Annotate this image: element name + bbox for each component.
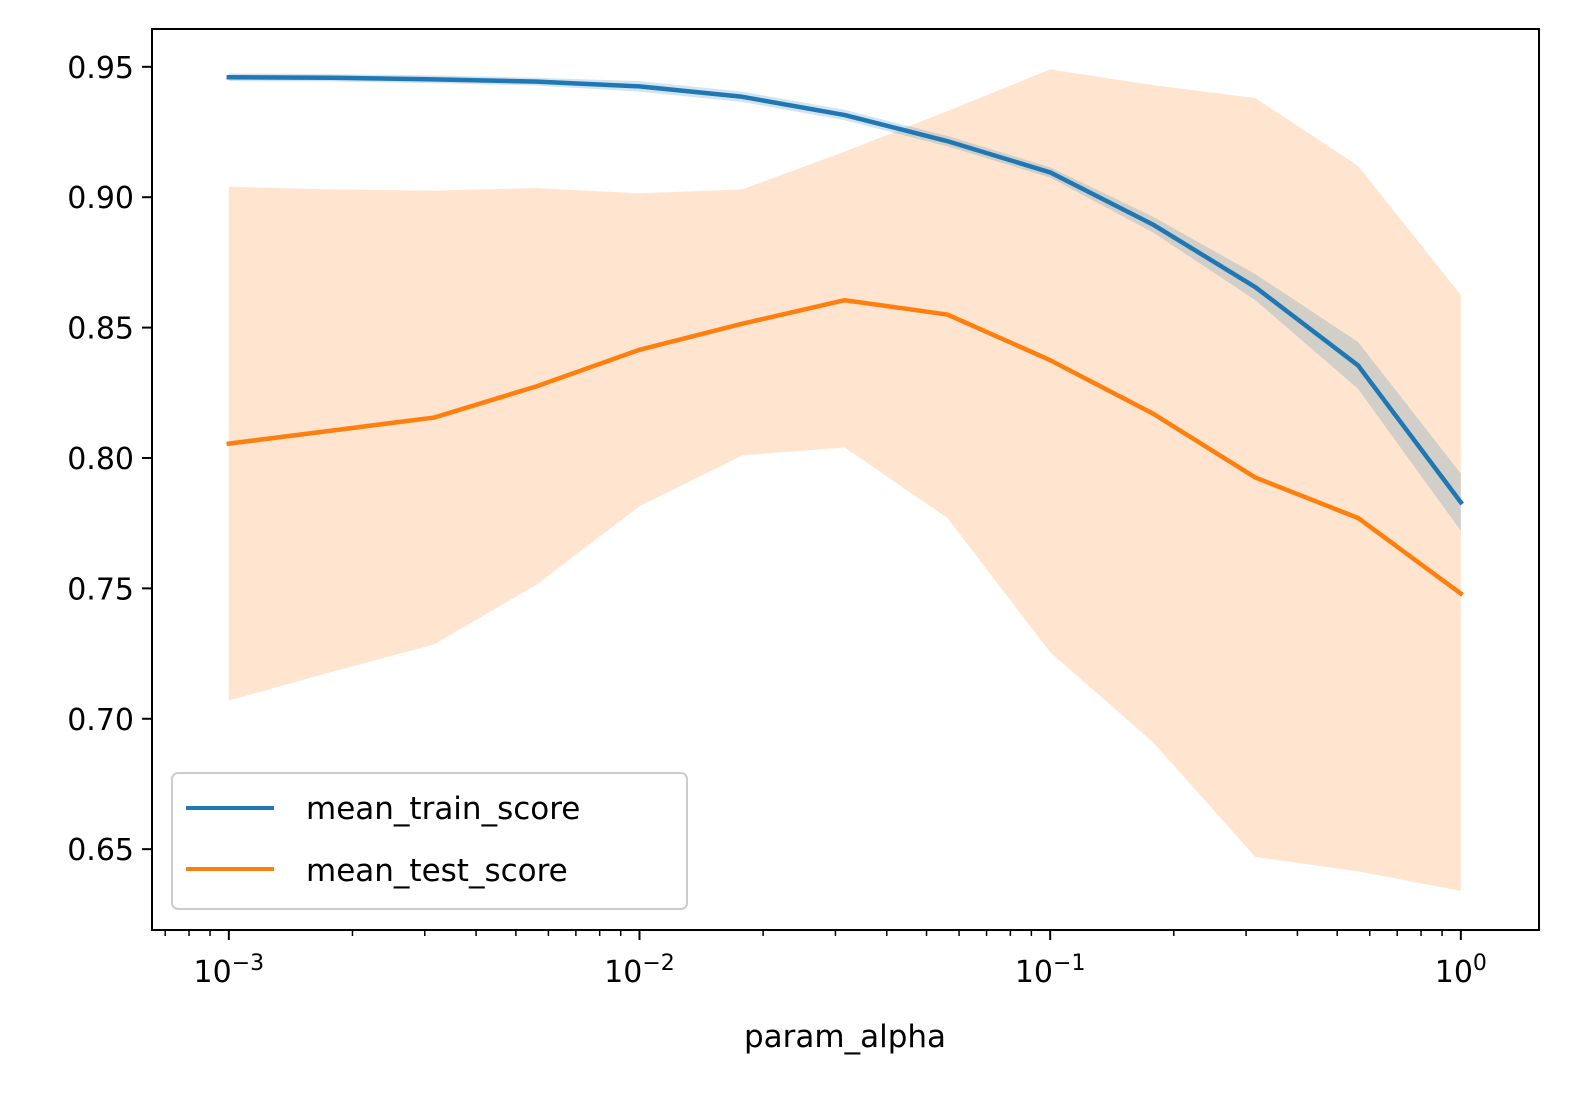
y-tick-label: 0.90: [67, 181, 134, 216]
x-axis-label: param_alpha: [744, 1019, 946, 1055]
y-tick-label: 0.75: [67, 572, 134, 607]
series-line-mean-train-score: [226, 74, 1464, 506]
legend: mean_train_score mean_test_score: [171, 772, 688, 910]
legend-box: [171, 772, 688, 910]
y-tick-label: 0.80: [67, 442, 134, 477]
y-tick-label: 0.70: [67, 703, 134, 738]
y-axis-ticks: 0.65 0.70 0.75 0.80 0.85 0.90 0.95: [67, 51, 152, 868]
plot-frame: [151, 28, 1540, 931]
legend-label-train: mean_train_score: [306, 791, 580, 827]
series-line-mean-test-score: [226, 297, 1464, 597]
series-lines: [226, 74, 1464, 597]
y-tick-label: 0.95: [67, 51, 134, 86]
legend-label-test: mean_test_score: [306, 853, 568, 889]
band-mean-test-score: [228, 69, 1461, 891]
y-tick-label: 0.65: [67, 833, 134, 868]
y-tick-label: 0.85: [67, 312, 134, 347]
confidence-bands: [228, 69, 1461, 891]
